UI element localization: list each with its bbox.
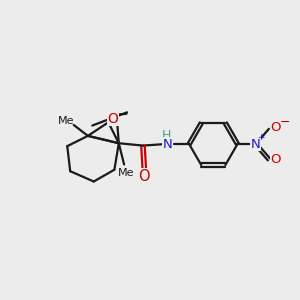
Text: Me: Me (118, 168, 135, 178)
Text: O: O (107, 112, 118, 126)
Text: N: N (163, 138, 173, 151)
Text: H: H (162, 129, 172, 142)
Text: O: O (270, 121, 281, 134)
Text: O: O (270, 153, 281, 166)
Text: −: − (280, 116, 290, 129)
Text: N: N (251, 138, 261, 151)
Text: O: O (139, 169, 150, 184)
Text: Me: Me (58, 116, 75, 126)
Text: +: + (257, 133, 265, 142)
